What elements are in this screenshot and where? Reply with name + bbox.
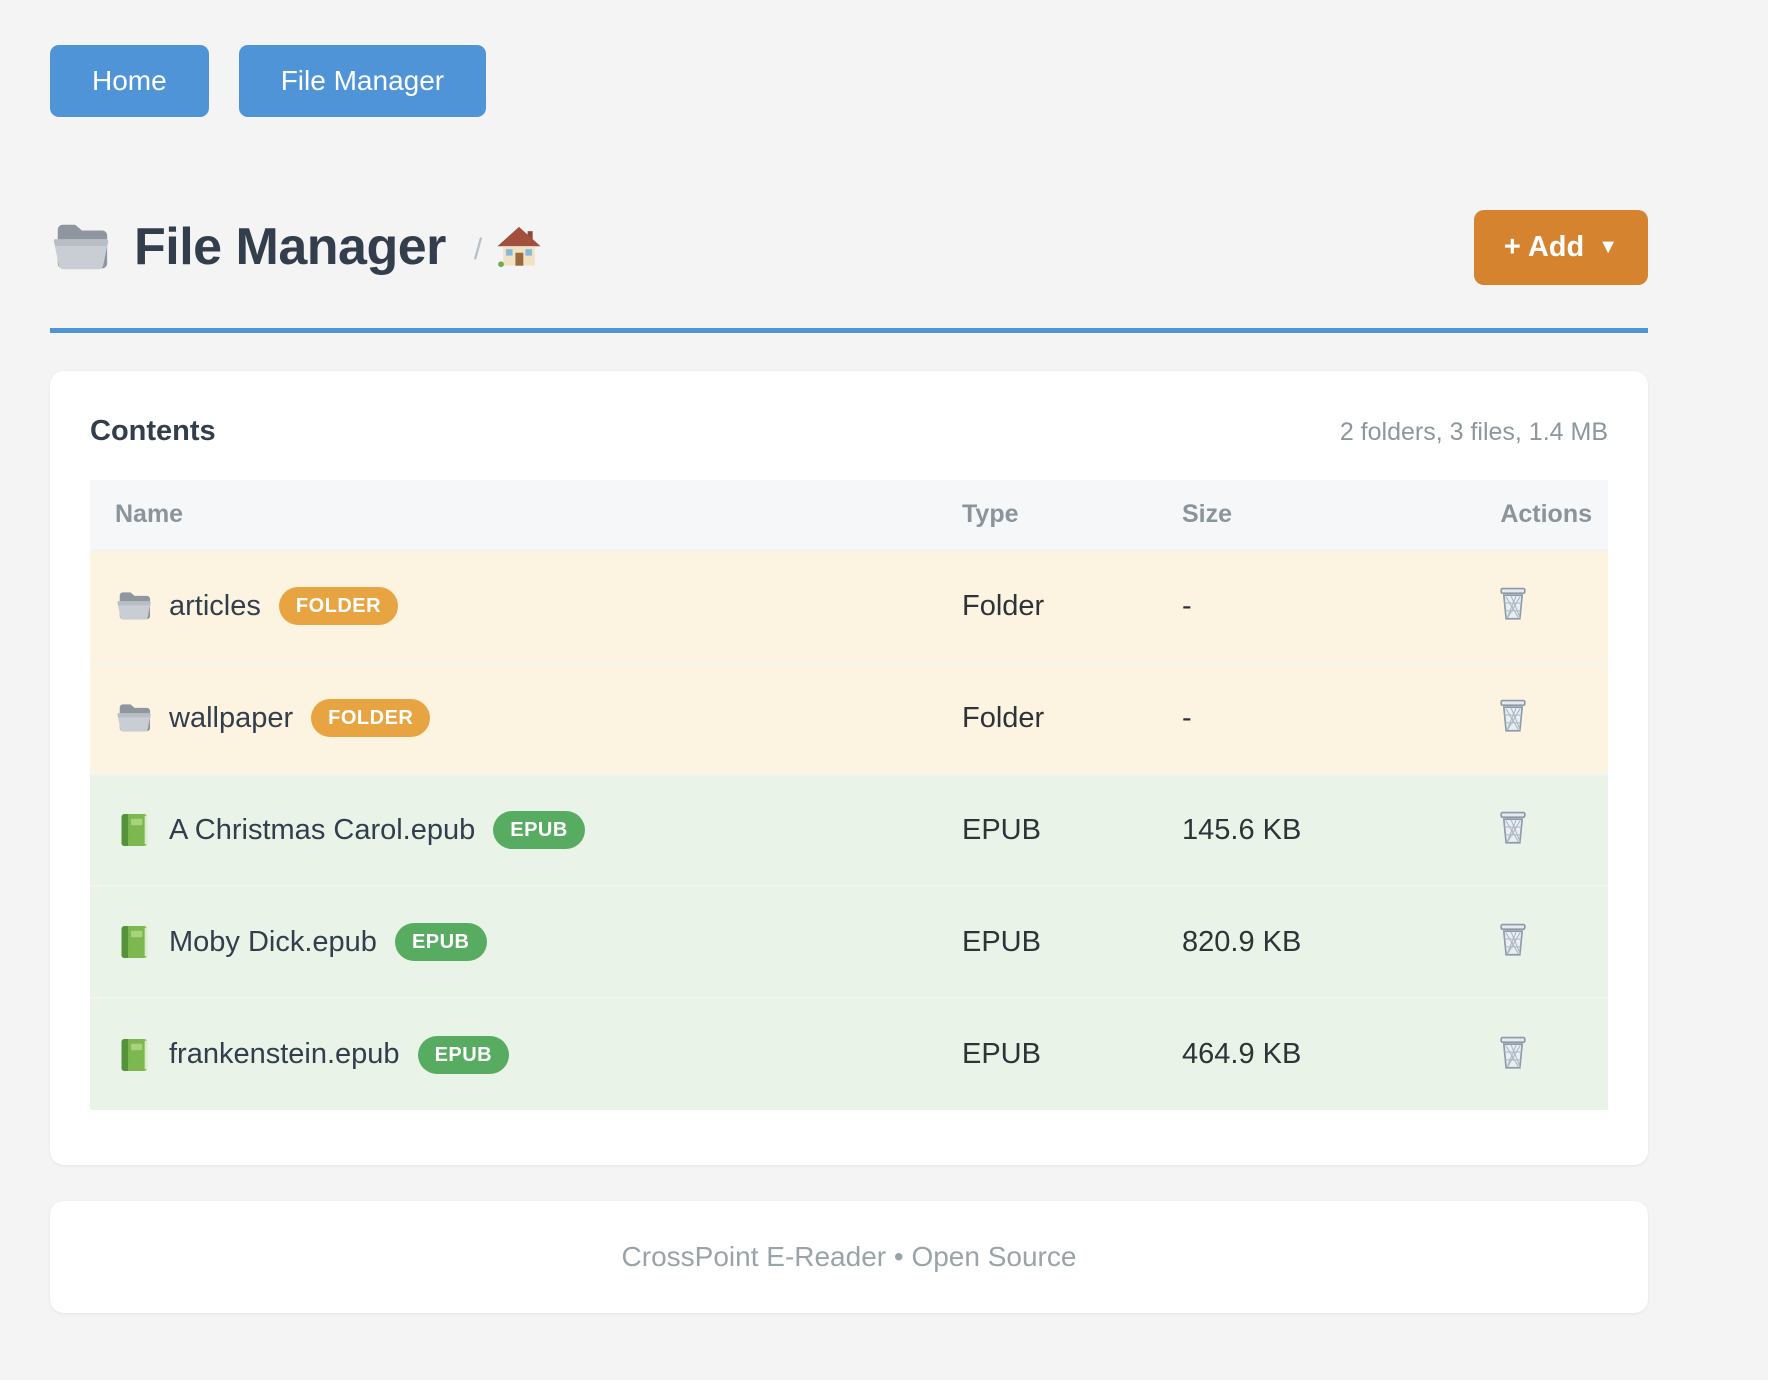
type-badge: EPUB (493, 811, 585, 849)
table-row[interactable]: Moby Dick.epub EPUB EPUB 820.9 KB (90, 885, 1608, 998)
home-button[interactable]: Home (50, 45, 209, 117)
type-badge: EPUB (417, 1035, 510, 1074)
delete-button[interactable] (1490, 916, 1536, 962)
file-name[interactable]: Moby Dick.epub (169, 925, 377, 958)
file-name[interactable]: frankenstein.epub (169, 1038, 400, 1070)
trash-icon (1492, 918, 1534, 960)
breadcrumb-separator: / (473, 233, 483, 266)
type-badge: FOLDER (311, 699, 431, 737)
table-row[interactable]: A Christmas Carol.epub EPUB EPUB 145.6 K… (90, 773, 1608, 886)
page-header: File Manager / + Add ▼ (50, 202, 1648, 292)
book-icon (115, 1036, 153, 1074)
file-type: Folder (932, 661, 1152, 774)
contents-summary: 2 folders, 3 files, 1.4 MB (1339, 418, 1608, 446)
table-row[interactable]: frankenstein.epub EPUB EPUB 464.9 KB (90, 997, 1608, 1110)
book-icon (115, 923, 153, 961)
footer: CrossPoint E-Reader • Open Source (50, 1201, 1648, 1313)
column-header-name: Name (90, 480, 932, 550)
column-header-type: Type (932, 480, 1152, 550)
contents-card: Contents 2 folders, 3 files, 1.4 MB Name… (50, 371, 1648, 1165)
chevron-down-icon: ▼ (1598, 235, 1618, 258)
title-group: File Manager / (50, 216, 542, 278)
home-icon[interactable] (496, 224, 542, 270)
column-header-actions: Actions (1382, 480, 1608, 550)
top-nav: Home File Manager (50, 0, 1648, 117)
folder-icon (115, 699, 153, 737)
file-name[interactable]: wallpaper (169, 701, 294, 734)
file-size: 820.9 KB (1152, 885, 1382, 998)
file-size: - (1152, 661, 1382, 774)
file-type: EPUB (932, 885, 1152, 998)
file-table-body: articles FOLDER Folder - wallpaper FOLDE… (90, 549, 1608, 1110)
delete-button[interactable] (1490, 1029, 1536, 1075)
add-button[interactable]: + Add ▼ (1473, 209, 1648, 285)
type-badge: FOLDER (278, 587, 399, 625)
book-icon (115, 811, 153, 849)
file-name[interactable]: articles (169, 589, 261, 622)
trash-icon (1492, 694, 1534, 736)
file-manager-button[interactable]: File Manager (238, 45, 487, 117)
column-header-size: Size (1152, 480, 1382, 550)
table-row[interactable]: wallpaper FOLDER Folder - (90, 661, 1608, 774)
file-type: EPUB (932, 997, 1152, 1110)
delete-button[interactable] (1490, 804, 1536, 850)
table-header-row: Name Type Size Actions (90, 480, 1608, 550)
file-size: 145.6 KB (1152, 773, 1382, 886)
page: Home File Manager File Manager / + Add ▼… (50, 0, 1648, 1313)
file-size: - (1152, 549, 1382, 662)
file-type: Folder (932, 549, 1152, 662)
contents-card-header: Contents 2 folders, 3 files, 1.4 MB (90, 415, 1608, 448)
page-title: File Manager (134, 218, 446, 276)
type-badge: EPUB (394, 923, 487, 961)
folder-icon (115, 587, 153, 625)
table-row[interactable]: articles FOLDER Folder - (90, 549, 1608, 662)
delete-button[interactable] (1490, 692, 1536, 738)
file-table: Name Type Size Actions articles FOLDER F… (90, 480, 1608, 1110)
folder-icon (50, 216, 112, 278)
delete-button[interactable] (1490, 580, 1536, 626)
divider (50, 328, 1648, 333)
contents-title: Contents (90, 415, 216, 447)
trash-icon (1492, 806, 1534, 848)
file-name[interactable]: A Christmas Carol.epub (169, 813, 476, 846)
trash-icon (1492, 1031, 1534, 1073)
file-type: EPUB (932, 773, 1152, 886)
add-button-label: + Add (1503, 230, 1585, 263)
file-size: 464.9 KB (1152, 997, 1382, 1110)
trash-icon (1492, 582, 1534, 624)
footer-text: CrossPoint E-Reader • Open Source (621, 1241, 1077, 1272)
